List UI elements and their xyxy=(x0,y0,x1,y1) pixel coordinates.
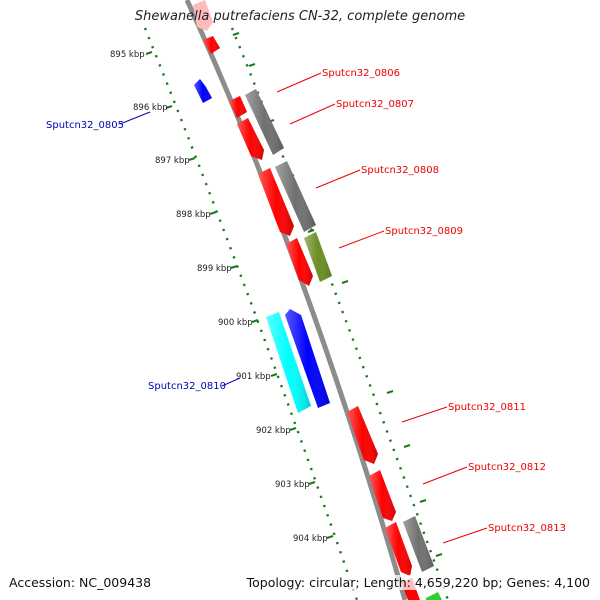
map-title: Shewanella putrefaciens CN-32, complete … xyxy=(134,9,466,24)
scale-label-897: 897 kbp xyxy=(155,156,196,166)
accession-text: Accession: NC_009438 xyxy=(9,575,152,590)
scale-label-896: 896 kbp xyxy=(133,103,173,113)
scale-label-898: 898 kbp xyxy=(176,210,217,220)
svg-text:897 kbp: 897 kbp xyxy=(155,156,190,166)
scale-label-900: 900 kbp xyxy=(218,318,259,328)
feature-cyan-0810[interactable] xyxy=(266,312,311,413)
svg-text:902 kbp: 902 kbp xyxy=(256,426,291,436)
svg-text:899 kbp: 899 kbp xyxy=(197,264,232,274)
label-sputcn32-0812[interactable]: Sputcn32_0812 xyxy=(468,462,546,473)
inner-dotted-guide xyxy=(143,27,359,600)
gene-sputcn32-0807[interactable] xyxy=(237,118,264,160)
label-sputcn32-0805[interactable]: Sputcn32_0805 xyxy=(46,120,124,131)
gene-sputcn32-0810-blue[interactable] xyxy=(285,309,330,408)
feature-gray-0813[interactable] xyxy=(403,516,434,572)
svg-text:896 kbp: 896 kbp xyxy=(133,103,168,113)
label-sputcn32-0806[interactable]: Sputcn32_0806 xyxy=(322,68,400,79)
scale-label-904: 904 kbp xyxy=(293,534,334,544)
svg-text:901 kbp: 901 kbp xyxy=(236,372,271,382)
gene-sputcn32-0809[interactable] xyxy=(286,238,313,286)
scale-label-902: 902 kbp xyxy=(256,426,297,436)
gene-pink-top[interactable] xyxy=(193,0,213,31)
label-sputcn32-0813[interactable]: Sputcn32_0813 xyxy=(488,523,566,534)
scale-label-903: 903 kbp xyxy=(275,480,316,490)
feature-gray-0807[interactable] xyxy=(245,89,284,155)
feature-green-bottom[interactable] xyxy=(426,592,442,600)
gene-sputcn32-0808[interactable] xyxy=(258,168,294,236)
svg-text:904 kbp: 904 kbp xyxy=(293,534,328,544)
gene-sputcn32-0812[interactable] xyxy=(369,470,396,521)
feature-olive-0809[interactable] xyxy=(304,232,332,282)
svg-text:900 kbp: 900 kbp xyxy=(218,318,253,328)
gene-sputcn32-0805[interactable] xyxy=(194,79,212,103)
genome-summary-text: Topology: circular; Length: 4,659,220 bp… xyxy=(246,575,590,590)
leader-lines xyxy=(119,72,488,544)
svg-text:898 kbp: 898 kbp xyxy=(176,210,211,220)
svg-text:895 kbp: 895 kbp xyxy=(110,50,145,60)
gene-red-top[interactable] xyxy=(203,36,220,54)
label-sputcn32-0807[interactable]: Sputcn32_0807 xyxy=(336,99,414,110)
label-sputcn32-0810[interactable]: Sputcn32_0810 xyxy=(148,381,226,392)
label-sputcn32-0811[interactable]: Sputcn32_0811 xyxy=(448,402,526,413)
gene-sputcn32-0806[interactable] xyxy=(229,96,247,118)
label-sputcn32-0808[interactable]: Sputcn32_0808 xyxy=(361,165,439,176)
feature-gray-0808[interactable] xyxy=(275,161,316,232)
svg-text:903 kbp: 903 kbp xyxy=(275,480,310,490)
gene-sputcn32-0811[interactable] xyxy=(347,406,378,464)
scale-label-899: 899 kbp xyxy=(197,264,238,274)
genome-backbone xyxy=(184,0,408,600)
gene-sputcn32-0813[interactable] xyxy=(385,522,412,576)
label-sputcn32-0809[interactable]: Sputcn32_0809 xyxy=(385,226,463,237)
scale-label-895: 895 kbp xyxy=(110,50,153,60)
scale-label-901: 901 kbp xyxy=(236,372,278,382)
